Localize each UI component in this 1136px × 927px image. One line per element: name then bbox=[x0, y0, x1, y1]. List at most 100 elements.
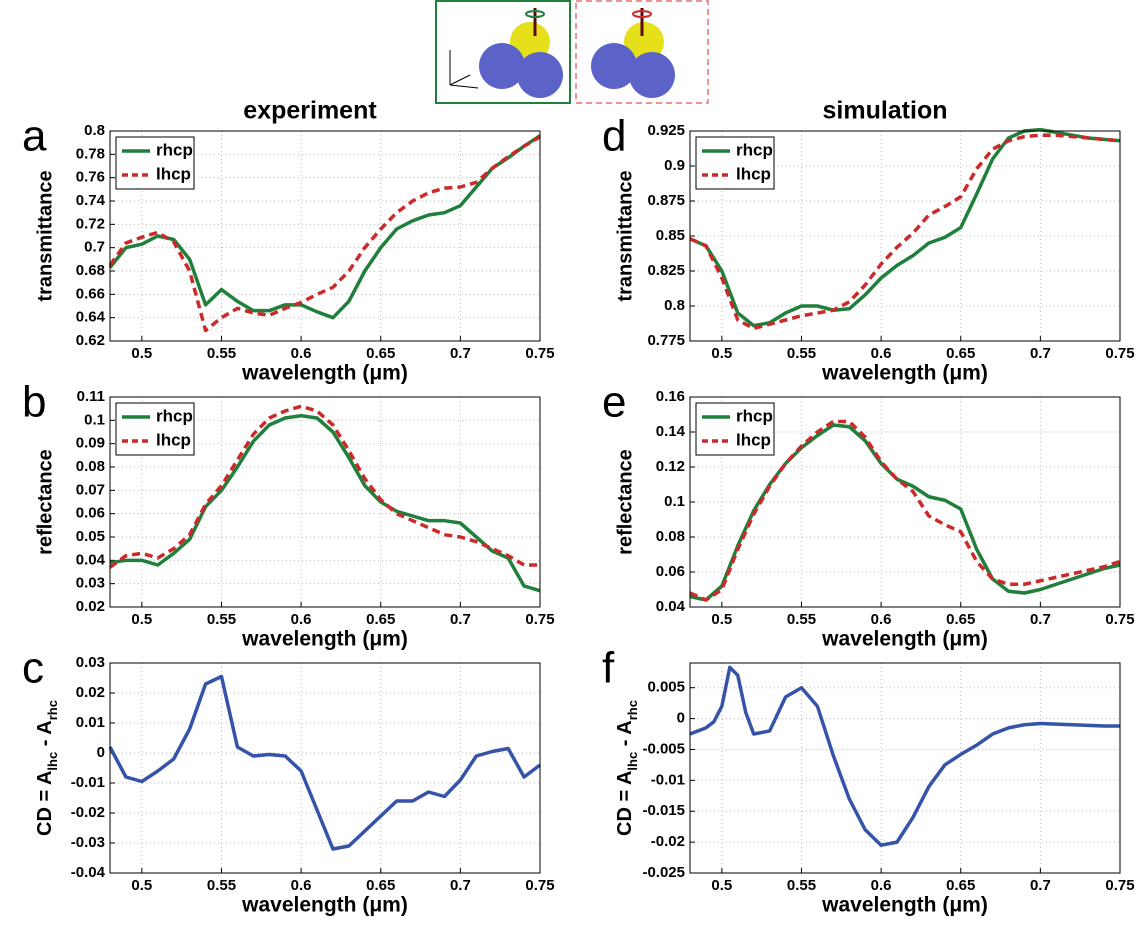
legend-box bbox=[115, 402, 195, 456]
y-axis-label: transmittance bbox=[34, 170, 56, 301]
axes-frame bbox=[689, 130, 1121, 342]
x-tick-label: 0.7 bbox=[1030, 345, 1051, 362]
y-tick-label: 0.01 bbox=[76, 714, 105, 731]
y-axis-label: CD = Alhc - Arhc bbox=[34, 700, 60, 836]
legend-label: lhcp bbox=[156, 164, 191, 183]
x-tick-label: 0.7 bbox=[450, 611, 471, 628]
y-tick-label: 0.1 bbox=[664, 493, 685, 510]
data-line bbox=[689, 419, 1121, 602]
y-tick-label: 0.62 bbox=[76, 332, 105, 349]
x-tick-label: 0.5 bbox=[711, 345, 732, 362]
y-tick-label: -0.01 bbox=[71, 774, 105, 791]
y-axis-label-part: rhc bbox=[625, 700, 640, 720]
axes-frame bbox=[109, 130, 541, 342]
y-tick-label: 0.09 bbox=[76, 435, 105, 452]
x-tick-label: 0.65 bbox=[946, 345, 975, 362]
data-line bbox=[689, 133, 1121, 331]
data-line bbox=[108, 135, 541, 333]
axes-frame bbox=[109, 662, 541, 874]
y-tick-label: 0.72 bbox=[76, 215, 105, 232]
axes-frame bbox=[689, 662, 1121, 874]
data-line bbox=[689, 665, 1120, 847]
axes-frame bbox=[689, 396, 1121, 608]
x-tick-label: 0.5 bbox=[131, 345, 152, 362]
illustration bbox=[435, 0, 709, 104]
y-tick-label: -0.02 bbox=[71, 804, 105, 821]
y-tick-label: 0.06 bbox=[656, 563, 685, 580]
x-tick-label: 0.55 bbox=[787, 877, 816, 894]
y-tick-label: 0.11 bbox=[77, 388, 105, 405]
panel-label: b bbox=[22, 378, 46, 427]
y-tick-label: 0.07 bbox=[76, 481, 105, 498]
x-tick-label: 0.7 bbox=[1030, 611, 1051, 628]
x-tick-label: 0.7 bbox=[450, 345, 471, 362]
x-tick-label: 0.5 bbox=[131, 611, 152, 628]
legend-label: rhcp bbox=[736, 140, 773, 159]
x-tick-label: 0.5 bbox=[711, 611, 732, 628]
y-tick-label: 0.64 bbox=[76, 309, 106, 326]
y-axis-label: CD = Alhc - Arhc bbox=[614, 700, 640, 836]
y-tick-label: 0.8 bbox=[664, 297, 685, 314]
x-tick-label: 0.55 bbox=[207, 877, 236, 894]
x-tick-label: 0.6 bbox=[871, 345, 892, 362]
y-tick-label: 0.03 bbox=[76, 654, 105, 671]
y-tick-label: -0.04 bbox=[71, 864, 106, 881]
legend-box bbox=[695, 136, 775, 190]
legend-box bbox=[695, 402, 775, 456]
x-tick-label: 0.75 bbox=[525, 877, 554, 894]
y-tick-label: 0.74 bbox=[76, 192, 106, 209]
y-tick-label: 0.03 bbox=[76, 575, 105, 592]
x-tick-label: 0.55 bbox=[787, 611, 816, 628]
y-axis-label-part: lhc bbox=[45, 752, 60, 771]
y-tick-label: 0.04 bbox=[76, 551, 106, 568]
y-tick-label: 0.04 bbox=[656, 598, 686, 615]
y-tick-label: 0.85 bbox=[656, 227, 685, 244]
x-axis-label: wavelength (μm) bbox=[241, 362, 408, 385]
y-axis-label-part: CD = A bbox=[34, 771, 56, 836]
column-title: simulation bbox=[822, 97, 947, 125]
y-tick-label: 0.12 bbox=[656, 458, 685, 475]
y-tick-label: 0.66 bbox=[76, 285, 105, 302]
data-line bbox=[108, 134, 541, 320]
y-tick-label: 0.08 bbox=[76, 458, 105, 475]
y-tick-label: 0 bbox=[97, 744, 105, 761]
y-tick-label: 0.02 bbox=[76, 598, 105, 615]
y-tick-label: -0.03 bbox=[71, 834, 105, 851]
x-tick-label: 0.65 bbox=[366, 877, 395, 894]
x-axis-label: wavelength (μm) bbox=[821, 362, 988, 385]
x-tick-label: 0.5 bbox=[131, 877, 152, 894]
x-tick-label: 0.55 bbox=[207, 611, 236, 628]
x-tick-label: 0.55 bbox=[207, 345, 236, 362]
x-tick-label: 0.65 bbox=[946, 877, 975, 894]
legend-label: lhcp bbox=[156, 430, 191, 449]
axes-frame bbox=[109, 396, 541, 608]
legend-label: lhcp bbox=[736, 430, 771, 449]
x-tick-label: 0.55 bbox=[787, 345, 816, 362]
x-tick-label: 0.6 bbox=[291, 877, 312, 894]
y-axis-label-part: - A bbox=[614, 720, 636, 751]
y-tick-label: -0.02 bbox=[651, 833, 685, 850]
panel-label: e bbox=[602, 378, 626, 427]
y-axis-label-part: - A bbox=[34, 720, 56, 751]
y-tick-label: 0.775 bbox=[647, 332, 685, 349]
y-axis-label: reflectance bbox=[34, 449, 56, 555]
panel-label: c bbox=[22, 644, 44, 693]
x-tick-label: 0.75 bbox=[1105, 611, 1134, 628]
y-tick-label: 0.14 bbox=[656, 423, 686, 440]
y-tick-label: 0.76 bbox=[76, 169, 105, 186]
y-axis-label: reflectance bbox=[614, 449, 636, 555]
x-tick-label: 0.75 bbox=[1105, 877, 1134, 894]
data-line bbox=[108, 674, 542, 851]
x-tick-label: 0.6 bbox=[871, 611, 892, 628]
y-tick-label: 0.1 bbox=[84, 411, 105, 428]
x-axis-label: wavelength (μm) bbox=[241, 894, 408, 917]
y-tick-label: 0.875 bbox=[647, 192, 685, 209]
y-tick-label: 0.68 bbox=[76, 262, 105, 279]
y-tick-label: 0.78 bbox=[76, 145, 105, 162]
y-axis-label-part: rhc bbox=[45, 700, 60, 720]
panel-label: a bbox=[22, 112, 47, 161]
x-tick-label: 0.6 bbox=[291, 611, 312, 628]
y-axis-label-part: CD = A bbox=[614, 771, 636, 836]
y-tick-label: -0.015 bbox=[642, 802, 685, 819]
